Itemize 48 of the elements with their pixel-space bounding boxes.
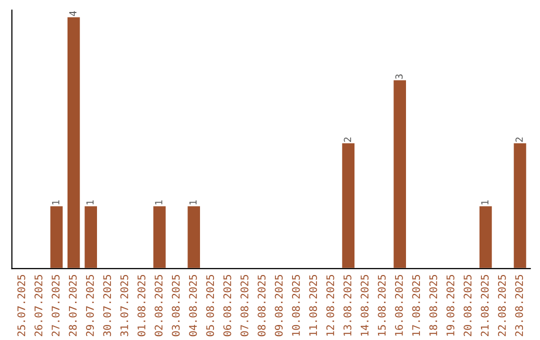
bar xyxy=(512,142,528,269)
x-tick-label: 28.07.2025 xyxy=(68,274,77,336)
x-tick-label: 08.08.2025 xyxy=(258,274,266,336)
x-tick-label: 22.08.2025 xyxy=(498,274,506,336)
bar xyxy=(392,78,408,269)
bar xyxy=(66,16,82,269)
x-tick-label: 01.08.2025 xyxy=(138,274,146,336)
data-label: 2 xyxy=(344,138,352,142)
x-tick-label: 30.07.2025 xyxy=(103,274,112,336)
x-tick-label: 23.08.2025 xyxy=(515,274,524,336)
x-tick-label: 07.08.2025 xyxy=(240,274,248,336)
x-tick-label: 14.08.2025 xyxy=(360,274,369,336)
bar xyxy=(186,204,202,269)
data-label: 1 xyxy=(189,200,197,204)
data-label: 2 xyxy=(515,138,523,142)
data-label: 1 xyxy=(52,200,60,204)
bar xyxy=(340,142,356,269)
bar xyxy=(83,204,98,269)
x-tick-label: 15.08.2025 xyxy=(378,274,386,336)
x-tick-label: 10.08.2025 xyxy=(292,274,300,336)
x-tick-label: 31.07.2025 xyxy=(120,274,128,336)
x-tick-label: 29.07.2025 xyxy=(86,274,94,336)
bar xyxy=(478,204,494,269)
x-tick-label: 12.08.2025 xyxy=(326,274,334,336)
x-tick-label: 03.08.2025 xyxy=(172,274,180,336)
data-label: 1 xyxy=(481,200,488,204)
x-tick-label: 11.08.2025 xyxy=(309,274,318,336)
x-tick-label: 13.08.2025 xyxy=(343,274,352,336)
bar xyxy=(152,204,168,269)
x-tick-label: 21.08.2025 xyxy=(480,274,489,336)
data-label: 3 xyxy=(395,74,403,79)
x-tick-label: 05.08.2025 xyxy=(206,274,214,336)
data-label: 1 xyxy=(86,200,94,204)
x-tick-label: 09.08.2025 xyxy=(274,274,283,336)
x-tick-label: 06.08.2025 xyxy=(223,274,232,336)
x-tick-label: 20.08.2025 xyxy=(464,274,472,336)
data-label: 4 xyxy=(69,11,76,16)
x-tick-label: 19.08.2025 xyxy=(446,274,454,336)
x-tick-label: 16.08.2025 xyxy=(394,274,403,336)
data-label: 1 xyxy=(155,200,162,204)
x-tick-label: 18.08.2025 xyxy=(429,274,438,336)
x-tick-label: 25.07.2025 xyxy=(17,274,26,336)
x-tick-label: 04.08.2025 xyxy=(189,274,197,336)
x-tick-label: 27.07.2025 xyxy=(52,274,60,336)
bar xyxy=(48,204,64,269)
x-tick-label: 17.08.2025 xyxy=(412,274,420,336)
x-tick-label: 02.08.2025 xyxy=(154,274,163,336)
x-tick-label: 26.07.2025 xyxy=(34,274,42,336)
